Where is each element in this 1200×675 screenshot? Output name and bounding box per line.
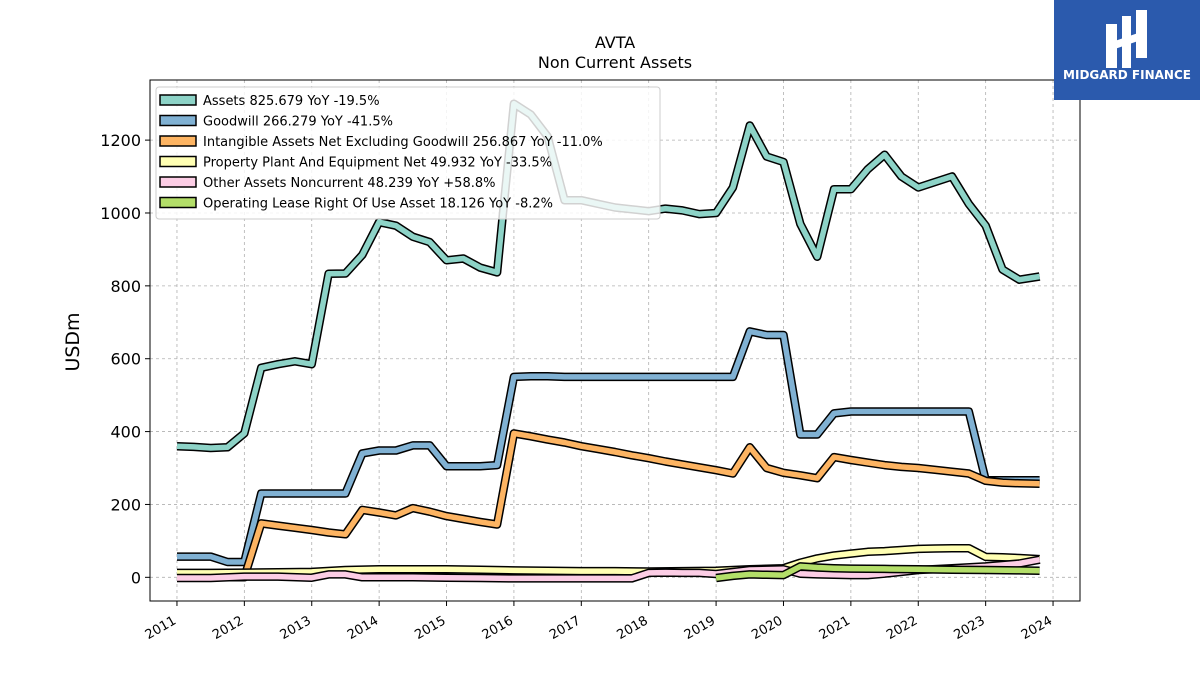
legend-entry-label: Other Assets Noncurrent 48.239 YoY +58.8… — [203, 176, 495, 191]
series-line-2 — [177, 430, 1040, 581]
y-tick-label: 0 — [131, 568, 141, 587]
chart-subtitle: Non Current Assets — [538, 53, 692, 72]
legend-swatch — [159, 94, 197, 106]
legend-frame — [155, 86, 661, 220]
y-tick-label: 800 — [110, 277, 141, 296]
legend-entry-label: Assets 825.679 YoY -19.5% — [203, 94, 380, 109]
y-tick-label: 1000 — [100, 204, 141, 223]
series-line-1 — [177, 328, 1040, 565]
legend-swatch — [159, 176, 197, 188]
brand-mark-icon — [1106, 10, 1147, 68]
legend-entry-label: Goodwill 266.279 YoY -41.5% — [203, 115, 393, 130]
legend-swatch — [159, 114, 197, 127]
y-tick-label: 200 — [110, 495, 141, 514]
legend-entry-label: Property Plant And Equipment Net 49.932 … — [203, 156, 552, 171]
plot-frame — [149, 79, 1081, 602]
legend-entry-label: Intangible Assets Net Excluding Goodwill… — [203, 135, 603, 150]
legend-entry-label: Operating Lease Right Of Use Asset 18.12… — [203, 197, 553, 212]
y-tick-label: 1200 — [100, 131, 141, 150]
series-line-5 — [715, 563, 1040, 581]
legend-swatch — [159, 155, 197, 168]
legend: Assets 825.679 YoY -19.5% Goodwill 266.27… — [155, 86, 661, 220]
y-tick-label: 600 — [110, 350, 141, 369]
brand-logo: MIDGARD FINANCE — [1054, 0, 1200, 100]
legend-swatch — [159, 135, 197, 147]
y-axis-label: USDm — [62, 312, 84, 371]
y-tick-label: 400 — [110, 423, 141, 442]
legend-swatch — [159, 196, 197, 209]
y-axis: 0 200 400 600 800 1000 1200 — [100, 131, 150, 587]
chart-title: AVTA — [595, 33, 635, 52]
brand-name: MIDGARD FINANCE — [1063, 68, 1191, 82]
